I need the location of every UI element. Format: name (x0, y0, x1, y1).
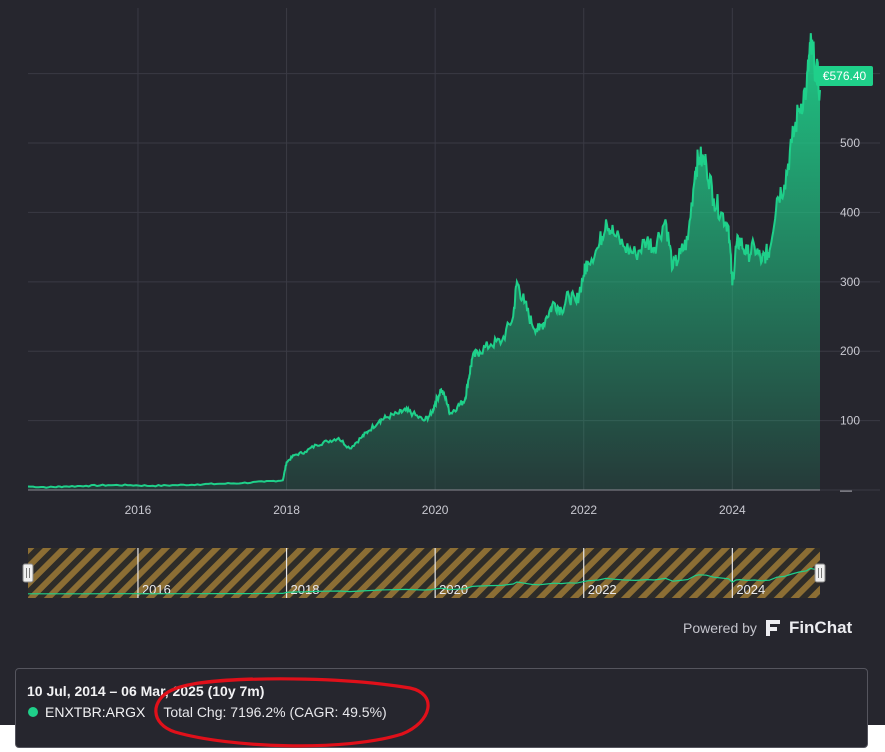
powered-by-text: Powered by (683, 620, 757, 636)
price-chart: 600500400300200100— 20162018202020222024… (27, 8, 880, 517)
navigator-tick-label: 2018 (291, 582, 320, 597)
navigator-right-handle[interactable] (814, 563, 826, 583)
navigator-tick-label: 2022 (588, 582, 617, 597)
series-dot-icon (28, 707, 38, 717)
legend-row: ENXTBR:ARGX Total Chg: 7196.2% (CAGR: 49… (28, 704, 387, 720)
x-tick-label: 2016 (125, 503, 152, 517)
navigator-tick-label: 2024 (736, 582, 765, 597)
powered-by-finchat[interactable]: Powered by FinChat (683, 618, 852, 638)
y-tick-label: 200 (840, 344, 860, 358)
date-range: 10 Jul, 2014 – 06 Mar, 2025 (10y 7m) (27, 683, 265, 699)
y-tick-label: 100 (840, 414, 860, 428)
y-tick-label: 300 (840, 275, 860, 289)
total-change: Total Chg: 7196.2% (CAGR: 49.5%) (163, 704, 387, 720)
navigator-line (28, 567, 821, 595)
y-tick-label: 400 (840, 205, 860, 219)
navigator-left-handle[interactable] (22, 563, 34, 583)
legend-ticker: ENXTBR:ARGX (45, 704, 146, 720)
last-price-label: €576.40 (823, 69, 867, 83)
finchat-brand-name: FinChat (788, 618, 853, 637)
x-tick-label: 2018 (273, 503, 300, 517)
x-tick-label: 2020 (422, 503, 449, 517)
x-axis-ticks: 2016 2018 2020 2022 2024 (125, 503, 746, 517)
last-price-tag: €576.40 (816, 66, 873, 86)
y-tick-label: — (840, 483, 852, 497)
x-tick-label: 2022 (570, 503, 597, 517)
y-tick-label: 500 (840, 136, 860, 150)
y-axis-ticks: 600500400300200100— (840, 67, 860, 497)
price-area (28, 33, 820, 490)
finchat-logo-icon (763, 618, 783, 638)
price-line (27, 33, 821, 489)
navigator-tick-label: 2016 (142, 582, 171, 597)
range-navigator[interactable]: 2016 2018 2020 2022 2024 (0, 540, 885, 610)
x-tick-label: 2024 (719, 503, 746, 517)
